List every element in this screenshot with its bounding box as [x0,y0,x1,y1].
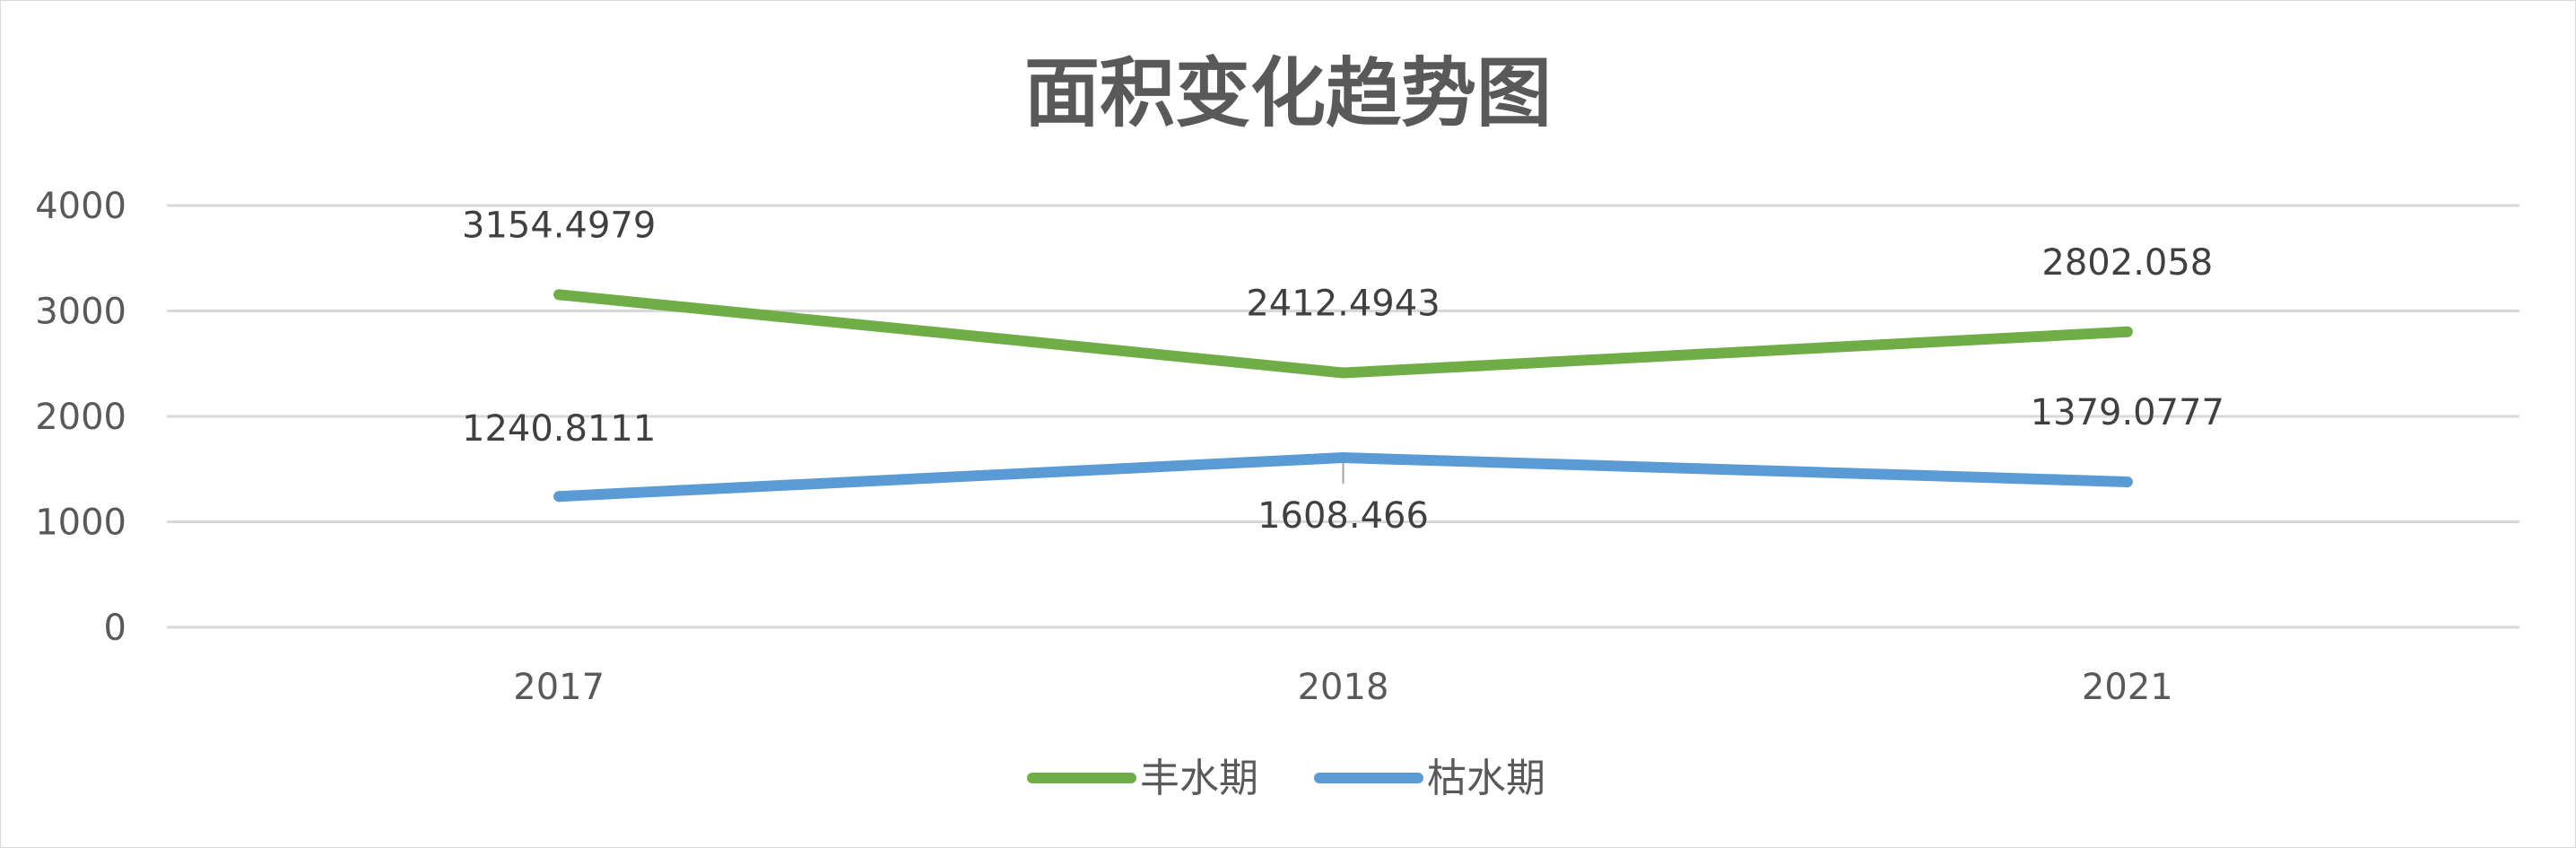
data-point [2121,476,2133,487]
gridlines [167,204,2519,629]
data-label: 1240.8111 [462,408,656,450]
legend-label: 丰水期 [1140,756,1258,801]
series-lines [553,289,2133,503]
data-label: 1608.466 [1258,495,1429,537]
data-label: 3154.4979 [462,205,656,246]
x-tick-label: 2017 [513,667,605,708]
y-tick-label: 2000 [35,397,126,438]
data-point [1337,367,1349,379]
data-point [553,491,565,503]
data-labels: 3154.4979 2412.4943 2802.058 1240.8111 1608.… [462,205,2224,537]
data-point [2121,326,2133,337]
x-tick-label: 2018 [1298,667,1389,708]
y-tick-label: 4000 [35,186,126,227]
data-point [553,289,565,301]
data-point [1337,452,1349,464]
y-tick-label: 1000 [35,503,126,544]
x-axis-ticks: 2017 2018 2021 [513,667,2172,708]
x-tick-label: 2021 [2082,667,2173,708]
data-label: 1379.0777 [2031,392,2224,433]
y-tick-label: 0 [104,608,126,649]
legend: 丰水期 枯水期 [1027,756,1545,801]
chart-title: 面积变化趋势图 [1024,49,1552,137]
data-label: 2412.4943 [1246,284,1440,325]
y-axis-ticks: 0 1000 2000 3000 4000 [35,186,126,649]
legend-label: 枯水期 [1427,756,1545,801]
y-tick-label: 3000 [35,292,126,333]
data-label: 2802.058 [2041,242,2213,284]
